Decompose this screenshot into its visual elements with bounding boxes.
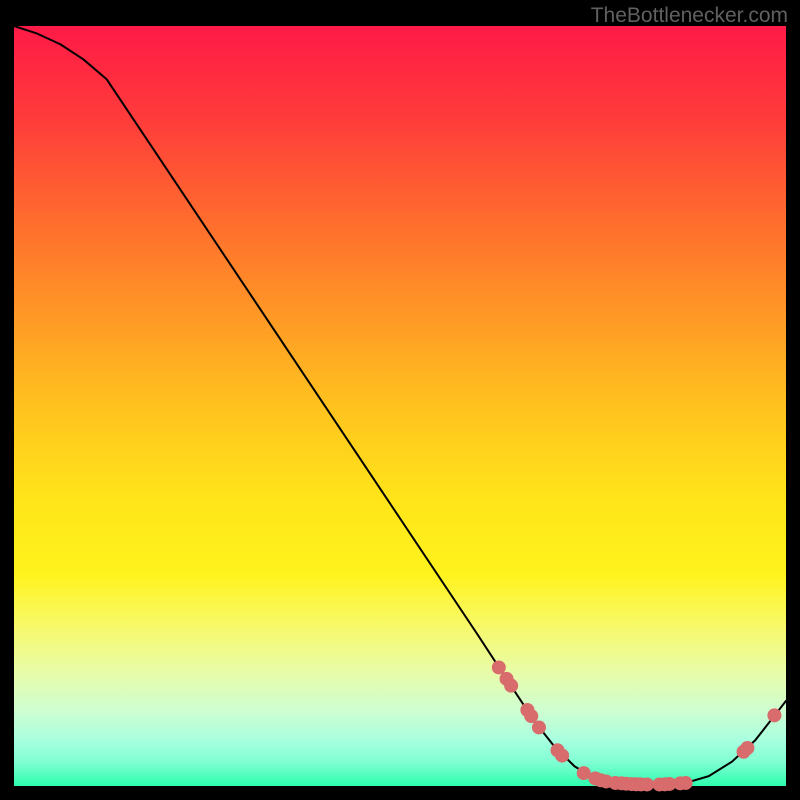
chart-svg xyxy=(0,0,800,800)
data-marker xyxy=(532,720,546,734)
data-marker xyxy=(640,777,654,791)
data-marker xyxy=(492,660,506,674)
marker-group xyxy=(492,660,782,791)
attribution-text: TheBottlenecker.com xyxy=(591,4,788,28)
data-marker xyxy=(767,708,781,722)
data-marker xyxy=(679,776,693,790)
data-marker xyxy=(504,679,518,693)
data-marker xyxy=(740,741,754,755)
chart-container: TheBottlenecker.com xyxy=(0,0,800,800)
data-marker xyxy=(555,749,569,763)
data-marker xyxy=(524,709,538,723)
bottleneck-curve xyxy=(14,26,786,784)
